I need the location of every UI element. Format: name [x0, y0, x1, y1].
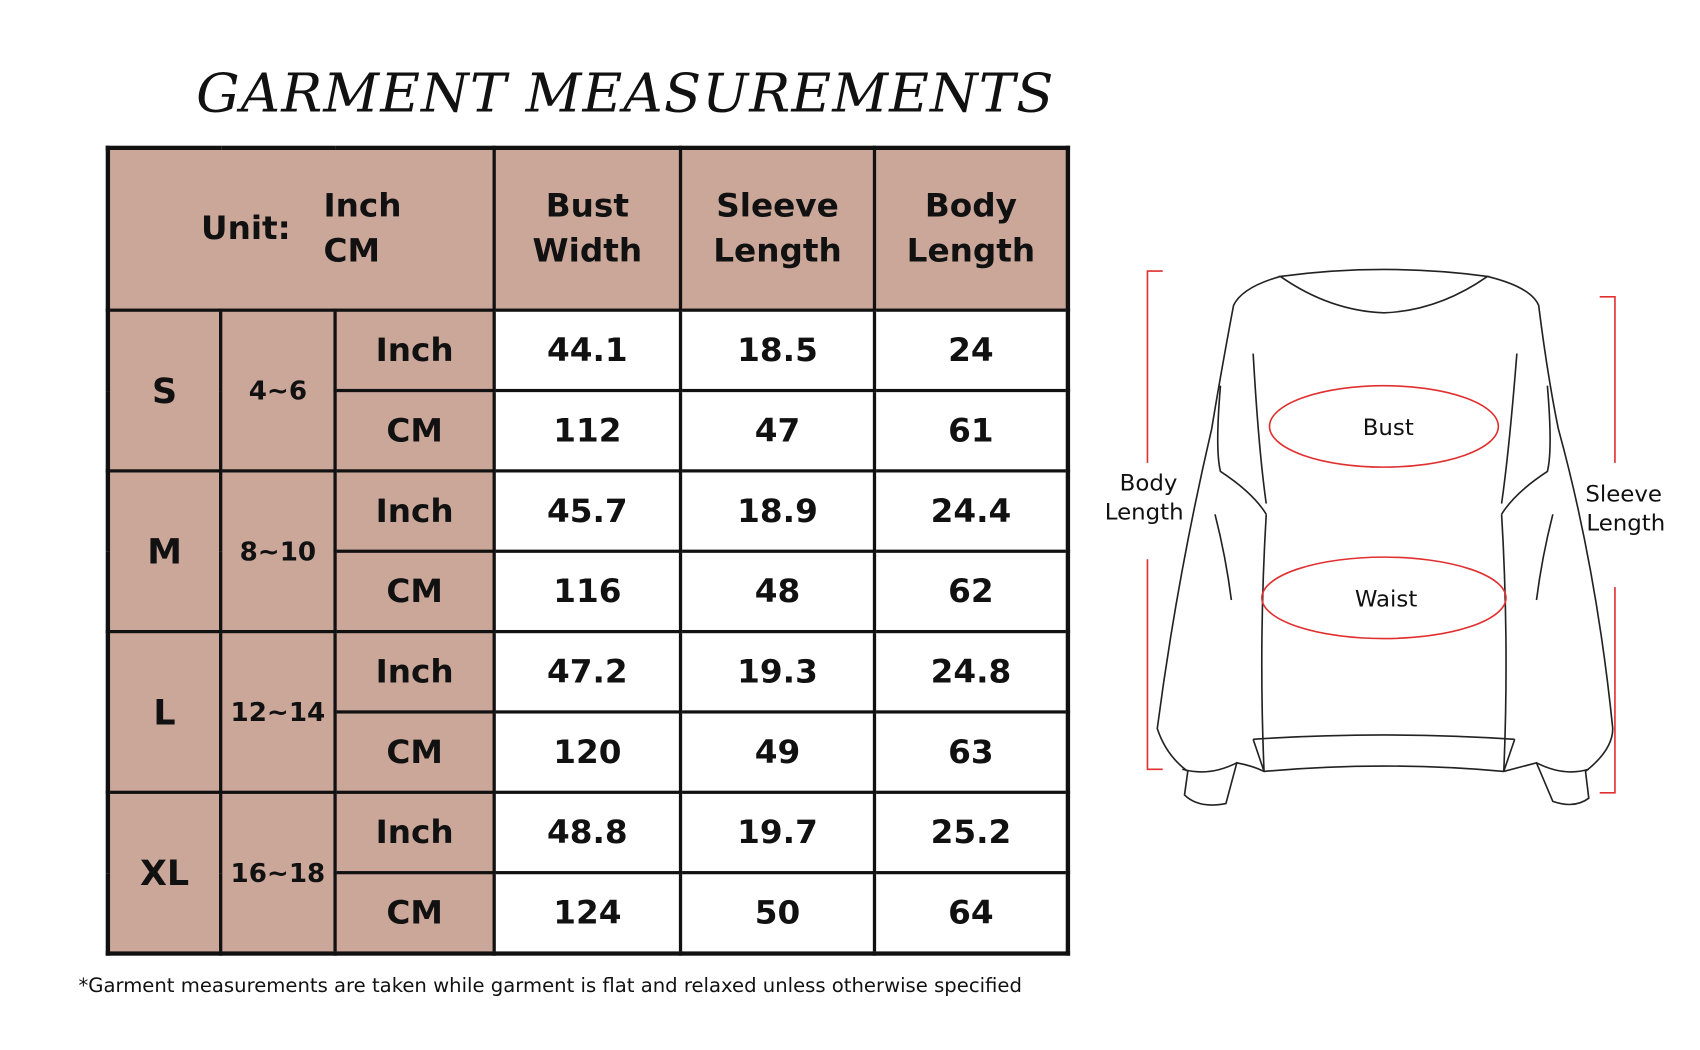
waist-measure-ellipse — [1261, 556, 1507, 640]
value-cell: 61 — [872, 388, 1070, 473]
bust-label: Bust — [1363, 415, 1414, 441]
body-length-label-2: Length — [1105, 500, 1184, 526]
waist-label: Waist — [1355, 587, 1418, 613]
unit-cell: Inch — [333, 469, 496, 553]
value-cell: 112 — [492, 388, 683, 473]
page-title: GARMENT MEASUREMENTS — [196, 62, 1055, 125]
size-cell: M — [106, 469, 223, 634]
value-cell: 25.2 — [872, 790, 1070, 875]
value-cell: 64 — [872, 871, 1070, 956]
unit-label: Unit: — [201, 209, 291, 248]
unit-cell: Inch — [333, 790, 496, 875]
table-row: XL 16~18 Inch 48.8 19.7 25.2 — [106, 790, 1070, 956]
value-cell: 120 — [492, 710, 683, 794]
table-header-row: Unit: Inch CM Bust Width Sleeve Length B… — [106, 146, 1070, 312]
value-cell: 62 — [872, 549, 1070, 634]
value-cell: 18.9 — [678, 469, 877, 553]
value-cell: 116 — [492, 549, 683, 634]
unit-cell: CM — [333, 388, 496, 473]
value-cell: 24 — [872, 308, 1070, 393]
unit-cell: Inch — [333, 629, 496, 714]
unit-header: Unit: Inch CM — [106, 146, 496, 312]
unit-cm: CM — [323, 232, 380, 270]
value-cell: 19.3 — [678, 629, 877, 714]
unit-cell: CM — [333, 871, 496, 956]
table-row: CM 116 48 62 — [108, 549, 1070, 634]
size-range-cell: 12~14 — [219, 629, 337, 794]
value-cell: 19.7 — [678, 790, 877, 875]
sweater-outline-icon — [1156, 268, 1614, 806]
size-cell: S — [106, 308, 223, 473]
body-length-label-1: Body — [1120, 471, 1178, 497]
value-cell: 50 — [678, 871, 877, 956]
sleeve-length-label-1: Sleeve — [1585, 482, 1662, 508]
sleeve-length-label-2: Length — [1586, 511, 1665, 537]
value-cell: 24.4 — [872, 469, 1070, 553]
sleeve-length-bracket — [1599, 295, 1616, 794]
value-cell: 48 — [678, 549, 877, 634]
value-cell: 45.7 — [492, 469, 683, 553]
footnote: *Garment measurements are taken while ga… — [78, 974, 1022, 998]
table-row: CM 120 49 63 — [108, 710, 1070, 794]
column-header-bust-width: Bust Width — [492, 146, 683, 312]
value-cell: 63 — [872, 710, 1070, 794]
table-row: CM 112 47 61 — [108, 388, 1070, 473]
unit-cell: CM — [333, 549, 496, 634]
table-row: L 12~14 Inch 47.2 19.3 24.8 — [106, 629, 1070, 794]
size-range-cell: 4~6 — [219, 308, 337, 473]
value-cell: 44.1 — [492, 308, 683, 393]
value-cell: 24.8 — [872, 629, 1070, 714]
table-row: S 4~6 Inch 44.1 18.5 24 — [106, 308, 1070, 473]
size-chart-table: Unit: Inch CM Bust Width Sleeve Length B… — [105, 145, 1071, 956]
body-length-bracket — [1146, 270, 1163, 771]
size-cell: XL — [106, 790, 223, 956]
value-cell: 47 — [678, 388, 877, 473]
size-range-cell: 16~18 — [219, 790, 337, 956]
table-row: CM 124 50 64 — [108, 871, 1070, 956]
value-cell: 18.5 — [678, 308, 877, 393]
size-cell: L — [106, 629, 223, 794]
column-header-sleeve-length: Sleeve Length — [678, 146, 877, 312]
size-range-cell: 8~10 — [219, 469, 337, 634]
unit-cell: Inch — [333, 308, 496, 393]
value-cell: 48.8 — [492, 790, 683, 875]
table-row: M 8~10 Inch 45.7 18.9 24.4 — [106, 469, 1070, 634]
value-cell: 47.2 — [492, 629, 683, 714]
bust-measure-ellipse — [1268, 384, 1500, 468]
column-header-body-length: Body Length — [872, 146, 1070, 312]
value-cell: 49 — [678, 710, 877, 794]
value-cell: 124 — [492, 871, 683, 956]
unit-inch: Inch — [323, 187, 402, 225]
unit-cell: CM — [333, 710, 496, 794]
